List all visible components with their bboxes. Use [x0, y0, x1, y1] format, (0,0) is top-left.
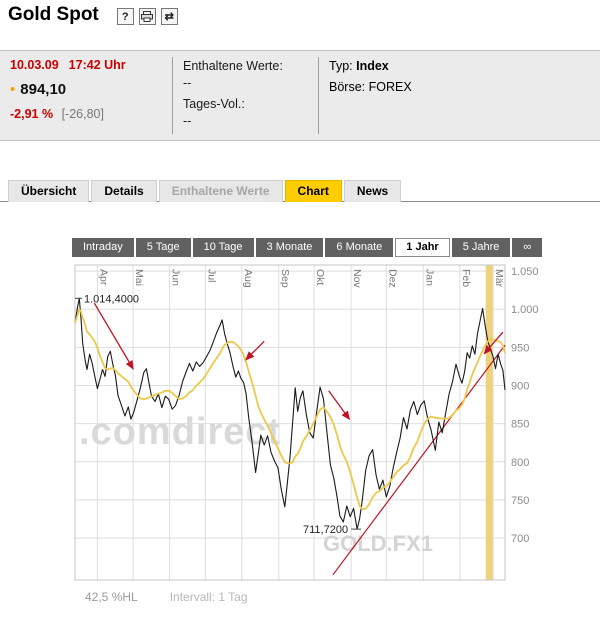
tab-enthaltene-werte: Enthaltene Werte: [158, 180, 283, 202]
tab-bar: Übersicht Details Enthaltene Werte Chart New…: [8, 180, 402, 202]
plot-background: [75, 265, 505, 580]
trend-line: [332, 344, 506, 576]
svg-text:750: 750: [511, 495, 529, 507]
low-annotation: 711,7200: [303, 524, 348, 536]
symbol-watermark: GOLD.FX1: [323, 531, 433, 556]
x-axis-labels: Apr Mai Jun Jul Aug Sep Okt Nov Dez Jan Feb Mär: [97, 269, 505, 288]
help-icon[interactable]: ?: [116, 8, 134, 25]
instrument-title: Gold Spot: [8, 4, 99, 25]
period-button-1-jahr[interactable]: 1 Jahr: [395, 238, 450, 257]
svg-text:850: 850: [511, 419, 529, 431]
svg-text:800: 800: [511, 457, 529, 469]
header-toolbar: ? ⇄: [116, 8, 178, 25]
svg-text:Nov: Nov: [351, 269, 363, 288]
type-row: Typ: Index: [329, 59, 600, 73]
quote-datetime: 10.03.09 17:42 Uhr: [10, 58, 172, 72]
svg-text:900: 900: [511, 381, 529, 393]
svg-text:Dez: Dez: [386, 269, 398, 288]
price-chart[interactable]: .comdirect GOLD.FX1 Apr Mai Jun Jul Aug Sep Okt N…: [65, 259, 555, 589]
contained-values-label: Enthaltene Werte:: [183, 59, 283, 73]
svg-text:Jul: Jul: [205, 269, 217, 282]
quote-meta-column: Typ: Index Börse: FOREX: [318, 57, 600, 134]
svg-text:1.000: 1.000: [511, 304, 539, 316]
type-label: Typ:: [329, 59, 353, 73]
compare-icon[interactable]: ⇄: [160, 8, 178, 25]
quote-time: 17:42 Uhr: [68, 58, 126, 72]
daily-volume-label: Tages-Vol.:: [183, 97, 245, 111]
period-button-5-jahre[interactable]: 5 Jahre: [451, 238, 511, 257]
tab-uebersicht[interactable]: Übersicht: [8, 180, 90, 202]
price-bullet-icon: •: [10, 80, 16, 98]
svg-text:1.050: 1.050: [511, 266, 539, 278]
daily-volume-value: --: [183, 114, 192, 128]
contained-values-value: --: [183, 76, 192, 90]
svg-text:950: 950: [511, 342, 529, 354]
exchange-label: Börse:: [329, 80, 366, 94]
svg-text:Mai: Mai: [133, 269, 145, 286]
svg-text:700: 700: [511, 533, 529, 545]
provider-watermark: .comdirect: [79, 411, 281, 453]
print-icon[interactable]: [138, 8, 156, 25]
period-button-max[interactable]: ∞: [512, 238, 543, 257]
period-button-3-monate[interactable]: 3 Monate: [255, 238, 324, 257]
gridlines: [75, 265, 505, 580]
svg-text:Okt: Okt: [314, 269, 326, 285]
period-button-intraday[interactable]: Intraday: [72, 238, 134, 257]
chart-footer: 42,5 %HL Intervall: 1 Tag: [85, 590, 565, 604]
high-annotation: 1.014,4000: [84, 293, 139, 305]
chart-module: Intraday 5 Tage 10 Tage 3 Monate 6 Monate 1 J…: [65, 238, 565, 604]
last-price: 894,10: [20, 81, 67, 98]
moving-average-line: [74, 308, 506, 511]
price-annotations: 1.014,4000 711,7200: [75, 293, 362, 536]
svg-text:Aug: Aug: [242, 269, 254, 288]
quote-panel: 10.03.09 17:42 Uhr • 894,10 -2,91 % [-26,…: [0, 50, 600, 141]
svg-text:Mär: Mär: [493, 269, 505, 288]
chart-interval-label: Intervall: 1 Tag: [169, 590, 248, 604]
svg-text:Apr: Apr: [97, 269, 109, 286]
page-header: Gold Spot ? ⇄: [8, 4, 178, 26]
change-percent: -2,91 %: [10, 107, 54, 121]
svg-text:Sep: Sep: [279, 269, 291, 288]
period-button-6-monate[interactable]: 6 Monate: [325, 238, 394, 257]
quote-details-column: Enthaltene Werte: -- Tages-Vol.: --: [172, 57, 318, 134]
period-button-5-tage[interactable]: 5 Tage: [135, 238, 191, 257]
exchange-row: Börse: FOREX: [329, 80, 600, 94]
tab-news[interactable]: News: [343, 180, 402, 202]
svg-text:Jan: Jan: [423, 269, 435, 286]
chart-range-indicator: 42,5 %HL: [85, 590, 138, 604]
period-button-10-tage[interactable]: 10 Tage: [192, 238, 254, 257]
type-value: Index: [356, 59, 389, 73]
plot-border: [74, 264, 506, 581]
price-line: [74, 297, 506, 530]
current-session-band: [485, 265, 493, 580]
quote-date: 10.03.09: [10, 58, 59, 72]
exchange-value: FOREX: [368, 80, 412, 94]
trend-arrows: [93, 302, 504, 421]
tab-chart[interactable]: Chart: [284, 180, 342, 202]
svg-text:Jun: Jun: [170, 269, 182, 286]
y-axis-labels: 700 750 800 850 900 950 1.000 1.050: [511, 266, 539, 545]
svg-text:Feb: Feb: [460, 269, 472, 287]
quote-price-column: 10.03.09 17:42 Uhr • 894,10 -2,91 % [-26,…: [0, 51, 172, 140]
period-selector: Intraday 5 Tage 10 Tage 3 Monate 6 Monate 1 J…: [72, 238, 565, 257]
tab-details[interactable]: Details: [91, 180, 157, 202]
change-absolute: [-26,80]: [61, 107, 104, 121]
